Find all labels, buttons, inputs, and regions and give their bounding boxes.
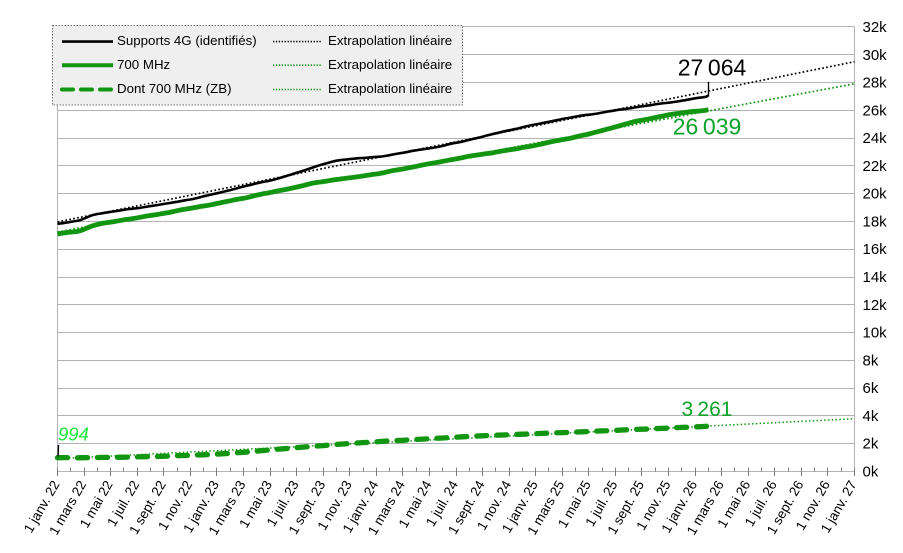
svg-text:4k: 4k (863, 408, 879, 425)
svg-text:700 MHz: 700 MHz (117, 57, 170, 72)
svg-text:0k: 0k (863, 464, 879, 481)
svg-text:Dont 700 MHz (ZB): Dont 700 MHz (ZB) (117, 81, 232, 96)
svg-text:3 261: 3 261 (682, 398, 733, 421)
svg-text:20k: 20k (863, 186, 888, 203)
svg-text:12k: 12k (863, 297, 888, 314)
svg-text:14k: 14k (863, 269, 888, 286)
svg-text:Extrapolation linéaire: Extrapolation linéaire (328, 33, 452, 48)
svg-text:26k: 26k (863, 102, 888, 119)
svg-text:27 064: 27 064 (678, 54, 747, 80)
svg-text:6k: 6k (863, 380, 879, 397)
svg-text:Extrapolation linéaire: Extrapolation linéaire (328, 81, 452, 96)
svg-text:26 039: 26 039 (673, 113, 742, 139)
svg-text:16k: 16k (863, 241, 888, 258)
svg-text:22k: 22k (863, 158, 888, 175)
svg-text:Extrapolation linéaire: Extrapolation linéaire (328, 57, 452, 72)
svg-text:30k: 30k (863, 47, 888, 64)
svg-text:18k: 18k (863, 214, 888, 231)
svg-text:32k: 32k (863, 19, 888, 36)
svg-text:994: 994 (58, 424, 89, 445)
svg-text:Supports 4G (identifiés): Supports 4G (identifiés) (117, 33, 257, 48)
svg-text:8k: 8k (863, 352, 879, 369)
svg-text:24k: 24k (863, 130, 888, 147)
svg-text:28k: 28k (863, 75, 888, 92)
svg-text:2k: 2k (863, 436, 879, 453)
svg-text:10k: 10k (863, 325, 888, 342)
